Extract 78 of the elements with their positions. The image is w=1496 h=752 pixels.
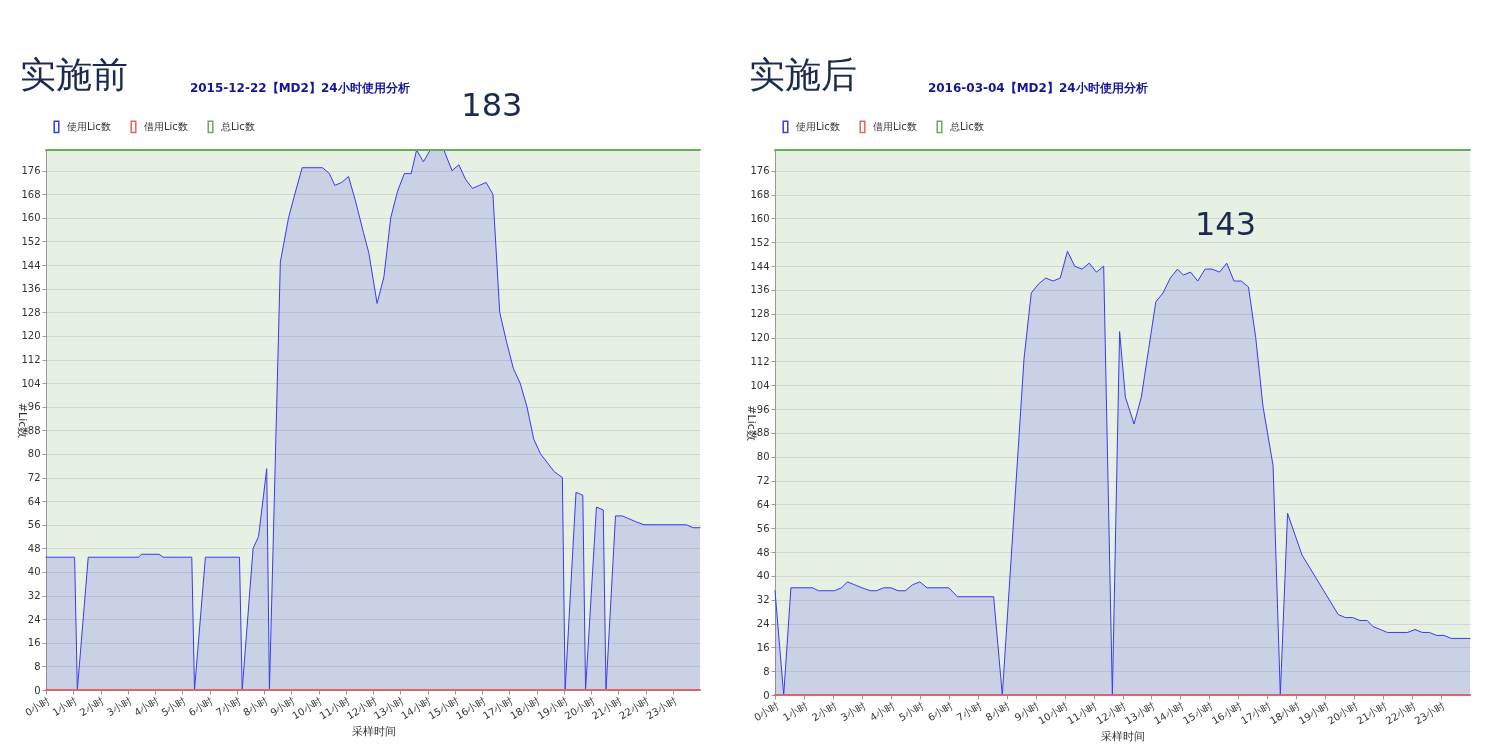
x-tick-label: 1小时 bbox=[781, 700, 810, 724]
x-tick-label: 0小时 bbox=[23, 695, 52, 719]
y-tick-label: 40 bbox=[756, 570, 770, 582]
x-tick-label: 8小时 bbox=[983, 700, 1013, 724]
y-tick-label: 24 bbox=[27, 613, 41, 625]
chart-title: 2015-12-22【MD2】24小时使用分析 bbox=[189, 81, 410, 95]
text: 实施后 bbox=[749, 54, 857, 95]
x-tick-label: 0小时 bbox=[752, 700, 781, 724]
x-tick-label: 5小时 bbox=[159, 695, 188, 719]
x-tick-label: 3小时 bbox=[104, 695, 134, 719]
x-tick-label: 7小时 bbox=[954, 700, 984, 724]
y-tick-label: 152 bbox=[750, 236, 770, 248]
x-tick-label: 3小时 bbox=[839, 700, 868, 724]
legend-label: 总Lic数 bbox=[949, 120, 984, 132]
x-tick-label: 6小时 bbox=[925, 700, 955, 724]
y-tick-label: 144 bbox=[21, 259, 41, 271]
y-tick-label: 176 bbox=[21, 165, 41, 177]
y-tick-label: 24 bbox=[756, 618, 770, 630]
y-tick-label: 168 bbox=[750, 189, 770, 201]
y-tick-label: 8 bbox=[34, 660, 41, 672]
chart-title: 2016-03-04【MD2】24小时使用分析 bbox=[927, 81, 1148, 95]
y-tick-label: 88 bbox=[756, 427, 770, 439]
y-tick-label: 72 bbox=[27, 472, 41, 484]
y-tick-label: 128 bbox=[21, 306, 41, 318]
x-tick-label: 1小时 bbox=[50, 695, 79, 719]
y-tick-label: 48 bbox=[756, 546, 770, 558]
y-tick-label: 88 bbox=[27, 424, 41, 436]
y-tick-label: 120 bbox=[750, 332, 770, 344]
y-tick-label: 32 bbox=[756, 594, 770, 606]
legend-label: 借用Lic数 bbox=[144, 120, 188, 132]
y-tick-label: 16 bbox=[756, 641, 770, 653]
x-tick-label: 2小时 bbox=[77, 695, 106, 719]
x-tick-label: 4小时 bbox=[867, 700, 897, 724]
y-tick-label: 40 bbox=[27, 566, 41, 578]
y-tick-label: 144 bbox=[750, 260, 770, 272]
legend-label: 使用Lic数 bbox=[67, 120, 111, 132]
legend-label: 总Lic数 bbox=[220, 120, 255, 132]
x-tick-label: 2小时 bbox=[810, 700, 839, 724]
y-tick-label: 64 bbox=[756, 498, 770, 510]
y-tick-label: 160 bbox=[750, 213, 770, 224]
legend-label: 使用Lic数 bbox=[796, 120, 840, 132]
y-tick-label: 8 bbox=[763, 665, 770, 677]
y-tick-label: 32 bbox=[27, 590, 41, 602]
y-tick-label: 56 bbox=[756, 522, 770, 534]
y-tick-label: 176 bbox=[750, 165, 770, 177]
x-axis-title: 采样时间 bbox=[1101, 729, 1145, 743]
text: 实施前 bbox=[20, 54, 128, 95]
y-tick-label: 0 bbox=[34, 684, 41, 696]
x-axis-title: 采样时间 bbox=[351, 724, 396, 738]
legend-label: 借用Lic数 bbox=[873, 120, 917, 132]
y-tick-label: 128 bbox=[750, 308, 770, 320]
x-tick-label: 4小时 bbox=[132, 695, 161, 719]
y-tick-label: 120 bbox=[21, 330, 41, 342]
x-tick-label: 7小时 bbox=[213, 695, 243, 719]
y-tick-label: 136 bbox=[21, 283, 41, 295]
y-tick-label: 96 bbox=[756, 403, 770, 415]
x-tick-label: 6小时 bbox=[186, 695, 215, 719]
y-tick-label: 80 bbox=[756, 451, 770, 463]
annotation: 183 bbox=[461, 86, 523, 124]
y-tick-label: 152 bbox=[21, 235, 41, 247]
y-tick-label: 112 bbox=[750, 355, 770, 367]
x-tick-label: 8小时 bbox=[241, 695, 270, 719]
y-tick-label: 64 bbox=[27, 495, 41, 507]
y-tick-label: 16 bbox=[27, 637, 41, 649]
annotation: 143 bbox=[1194, 205, 1257, 244]
y-tick-label: 48 bbox=[27, 542, 41, 554]
y-tick-label: 160 bbox=[21, 212, 41, 224]
y-tick-label: 104 bbox=[21, 377, 41, 389]
y-tick-label: 112 bbox=[21, 354, 41, 366]
y-tick-label: 168 bbox=[21, 188, 41, 200]
y-tick-label: 96 bbox=[27, 401, 41, 413]
y-tick-label: 136 bbox=[750, 284, 770, 296]
y-tick-label: 0 bbox=[763, 689, 770, 701]
x-tick-label: 5小时 bbox=[896, 700, 926, 724]
y-tick-label: 72 bbox=[756, 475, 770, 487]
y-tick-label: 104 bbox=[750, 379, 770, 391]
y-tick-label: 80 bbox=[27, 448, 41, 460]
y-tick-label: 56 bbox=[27, 519, 41, 531]
